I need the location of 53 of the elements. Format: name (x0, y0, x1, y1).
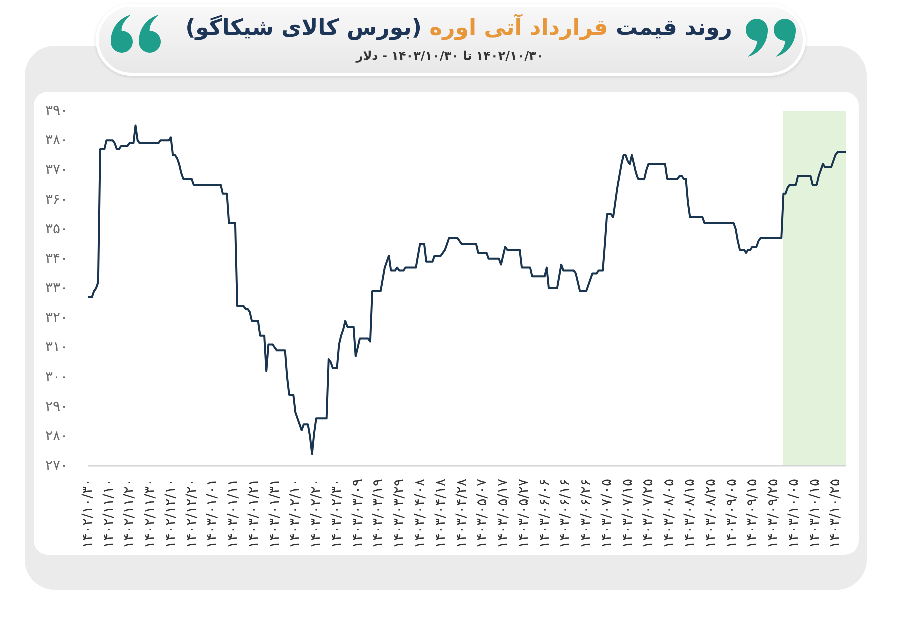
x-tick-label: ۱۴۰۳/۰۹/۰۵ (724, 479, 740, 549)
y-tick-label: ۳۴۰ (45, 250, 68, 267)
x-tick-label: ۱۴۰۳/۱۰/۱۵ (806, 479, 823, 549)
x-tick-label: ۱۴۰۳/۰۷/۲۵ (640, 479, 657, 549)
x-tick-label: ۱۴۰۳/۰۵/۱۷ (495, 478, 512, 549)
x-tick-label: ۱۴۰۳/۱۰/۲۵ (828, 479, 844, 549)
x-tick-label: ۱۴۰۲/۱۱/۳۰ (142, 479, 158, 549)
y-tick-label: ۳۸۰ (45, 132, 68, 149)
x-tick-label: ۱۴۰۲/۱۱/۱۰ (100, 479, 117, 549)
x-tick-label: ۱۴۰۳/۰۱/۰۱ (204, 479, 221, 549)
x-tick-label: ۱۴۰۲/۱۰/۳۰ (80, 479, 96, 549)
y-tick-label: ۲۹۰ (45, 398, 68, 415)
x-tick-label: ۱۴۰۳/۰۸/۲۵ (703, 479, 720, 549)
x-tick-label: ۱۴۰۳/۰۵/۰۷ (474, 478, 491, 549)
x-tick-label: ۱۴۰۲/۱۲/۱۰ (163, 479, 180, 549)
x-tick-label: ۱۴۰۳/۱۰/۰۵ (786, 479, 802, 549)
x-tick-label: ۱۴۰۳/۰۴/۲۸ (454, 478, 470, 549)
y-tick-label: ۳۵۰ (45, 221, 68, 238)
y-tick-label: ۳۷۰ (45, 162, 68, 178)
x-tick-label: ۱۴۰۳/۰۸/۱۵ (682, 479, 698, 549)
x-tick-label: ۱۴۰۲/۱۱/۲۰ (122, 479, 138, 549)
x-tick-label: ۱۴۰۳/۰۷/۰۵ (599, 479, 616, 549)
y-tick-label: ۳۰۰ (45, 369, 68, 386)
x-tick-label: ۱۴۰۳/۰۶/۲۶ (578, 479, 594, 549)
y-tick-label: ۳۲۰ (45, 310, 68, 326)
x-tick-label: ۱۴۰۳/۰۲/۱۰ (288, 479, 304, 549)
y-tick-label: ۲۸۰ (45, 428, 68, 444)
x-tick-label: ۱۴۰۳/۰۶/۰۶ (536, 479, 553, 549)
x-tick-label: ۱۴۰۳/۰۴/۱۸ (433, 478, 450, 549)
x-tick-label: ۱۴۰۳/۰۷/۱۵ (620, 479, 636, 549)
x-tick-label: ۱۴۰۳/۰۸/۰۵ (661, 479, 678, 549)
x-tick-label: ۱۴۰۳/۰۵/۲۷ (516, 478, 532, 549)
x-tick-label: ۱۴۰۳/۰۴/۰۸ (412, 478, 428, 549)
x-tick-label: ۱۴۰۳/۰۱/۲۱ (246, 479, 262, 549)
y-tick-label: ۳۶۰ (45, 192, 68, 208)
x-tick-label: ۱۴۰۳/۰۱/۱۱ (225, 479, 242, 549)
y-tick-label: ۳۹۰ (45, 103, 68, 119)
y-tick-label: ۳۳۰ (45, 280, 68, 296)
x-tick-label: ۱۴۰۳/۰۹/۲۵ (765, 479, 782, 549)
x-tick-label: ۱۴۰۲/۱۲/۲۰ (184, 479, 200, 549)
x-tick-label: ۱۴۰۳/۰۱/۳۱ (266, 479, 283, 549)
y-tick-label: ۲۷۰ (45, 458, 68, 474)
chart-subtitle: ۱۴۰۲/۱۰/۳۰ تا ۱۴۰۳/۱۰/۳۰ - دلار (354, 48, 545, 64)
y-tick-label: ۳۱۰ (45, 340, 68, 356)
line-series (88, 124, 846, 456)
chart-title: روند قیمت قرارداد آتی اوره (بورس کالای شیکاگو) (186, 16, 732, 41)
x-tick-label: ۱۴۰۳/۰۳/۰۹ (350, 479, 366, 549)
x-tick-label: ۱۴۰۳/۰۳/۲۹ (392, 479, 408, 549)
x-tick-label: ۱۴۰۳/۰۹/۱۵ (744, 479, 761, 549)
x-tick-label: ۱۴۰۳/۰۲/۲۰ (308, 479, 324, 549)
x-tick-label: ۱۴۰۳/۰۲/۳۰ (329, 479, 346, 549)
x-tick-label: ۱۴۰۳/۰۶/۱۶ (558, 479, 574, 549)
x-tick-label: ۱۴۰۳/۰۳/۱۹ (370, 479, 387, 549)
